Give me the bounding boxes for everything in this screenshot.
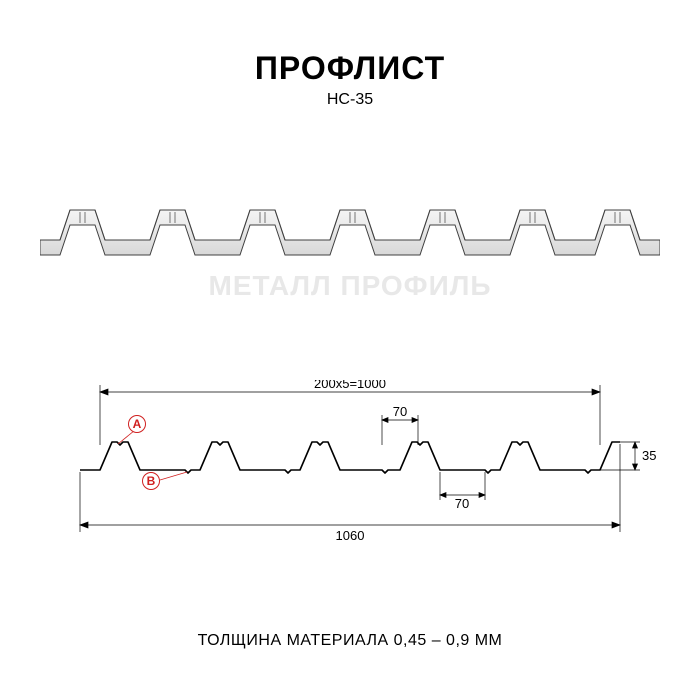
profile-3d-illustration xyxy=(40,160,660,300)
dim-overall: 1060 xyxy=(336,528,365,543)
dim-top-flat: 70 xyxy=(393,404,407,419)
marker-a: A xyxy=(128,415,146,433)
dim-height: 35 xyxy=(642,448,656,463)
profile-cross-section: 200x5=1000 70 70 xyxy=(40,380,660,560)
footer-text: ТОЛЩИНА МАТЕРИАЛА 0,45 – 0,9 ММ xyxy=(0,632,700,650)
dim-bottom-flat: 70 xyxy=(455,496,469,511)
page-subtitle: НС-35 xyxy=(40,91,660,109)
marker-b: B xyxy=(142,472,160,490)
dim-pitch: 200x5=1000 xyxy=(314,380,386,391)
page-title: ПРОФЛИСТ xyxy=(40,50,660,87)
